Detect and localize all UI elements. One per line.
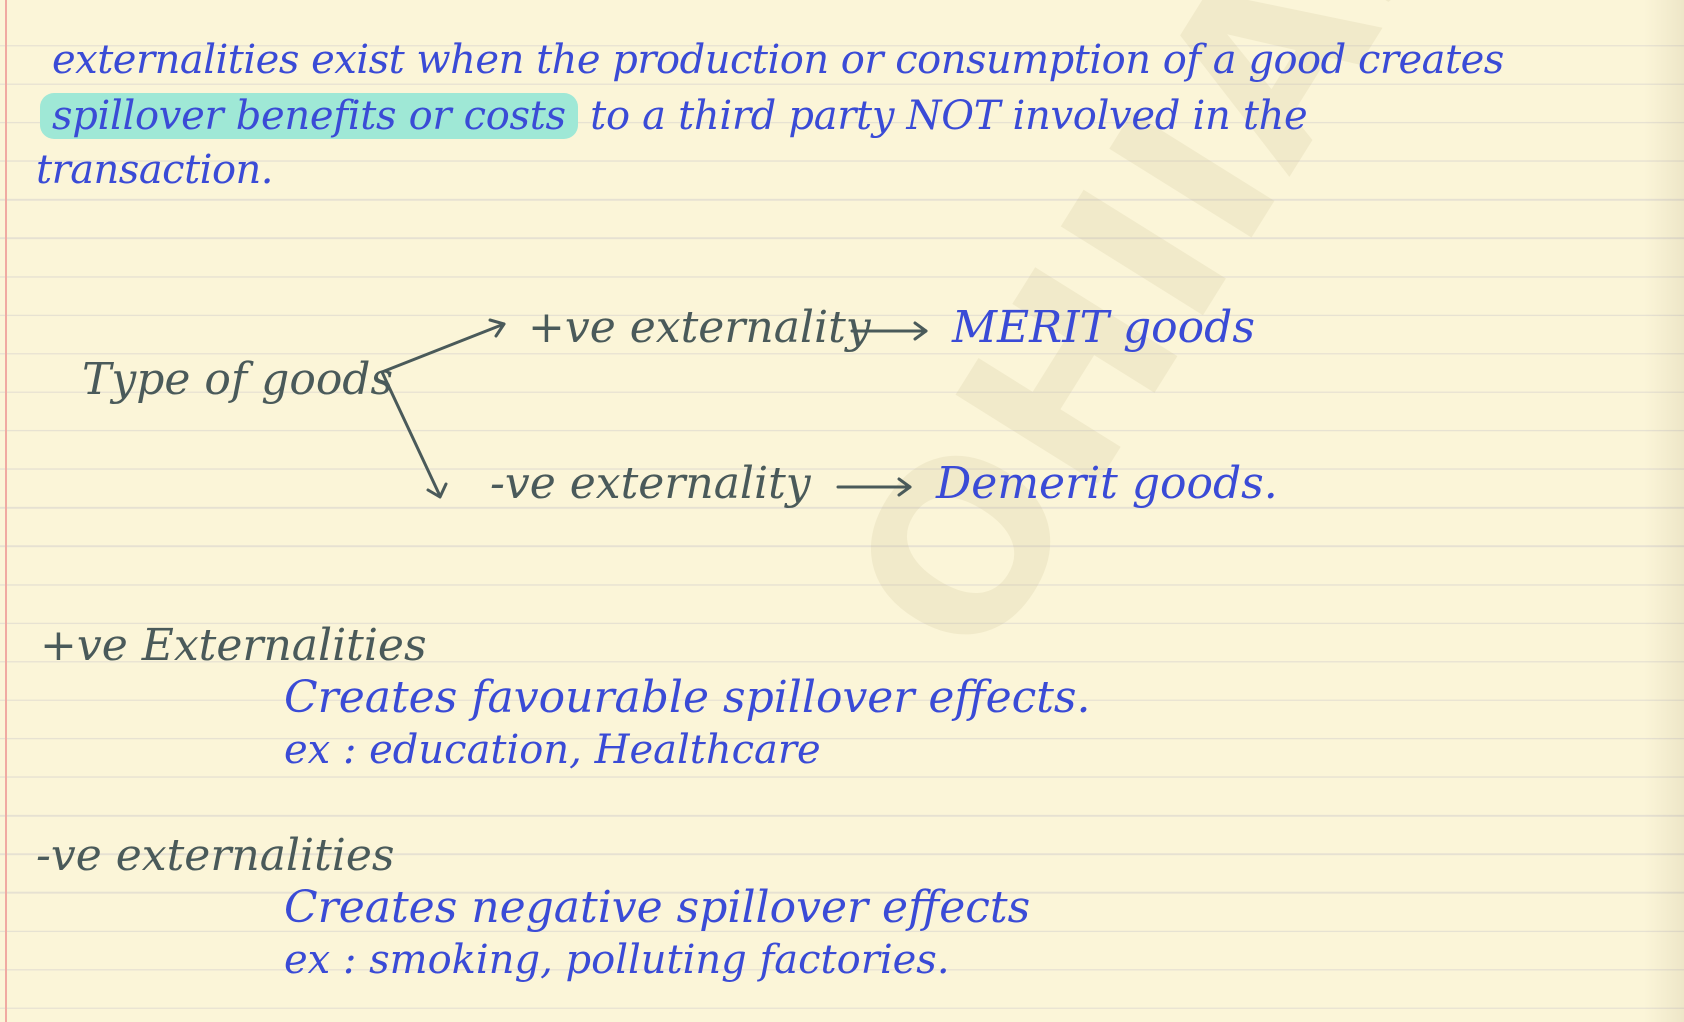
margin-line: [5, 0, 7, 1022]
negative-description: Creates negative spillover effects: [284, 882, 1031, 933]
definition-line-1: externalities exist when the production …: [52, 37, 1504, 83]
diagram-root: Type of goods: [82, 354, 394, 405]
positive-description: Creates favourable spillover effects.: [284, 672, 1091, 723]
negative-heading: -ve externalities: [36, 830, 395, 881]
positive-heading: +ve Externalities: [40, 620, 427, 671]
branch-arrow-down-head: [426, 482, 448, 499]
arrow-to-demerit-head: [897, 477, 912, 497]
page-edge-shadow: [1644, 0, 1684, 1022]
definition-line-3: transaction.: [36, 147, 274, 193]
branch-arrow-down: [380, 370, 442, 498]
positive-example: ex : education, Healthcare: [284, 727, 821, 773]
diagram-negative: -ve externality: [490, 458, 811, 509]
definition-line-2-rest: to a third party NOT involved in the: [577, 93, 1308, 139]
diagram-negative-result: Demerit goods.: [936, 458, 1278, 509]
branch-arrow-up-head: [488, 318, 506, 338]
diagram-positive-result: MERIT goods: [952, 302, 1255, 353]
definition-line-2: spillover benefits or costs to a third p…: [40, 93, 1308, 139]
diagram-positive: +ve externality: [528, 302, 871, 353]
arrow-to-merit-head: [913, 321, 928, 341]
branch-arrow-up: [380, 322, 506, 374]
definition-highlight: spillover benefits or costs: [40, 93, 578, 139]
negative-example: ex : smoking, polluting factories.: [284, 937, 950, 983]
